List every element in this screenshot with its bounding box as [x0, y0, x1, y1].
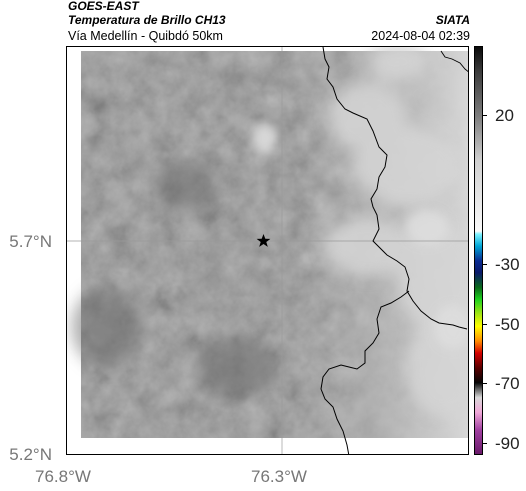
boundary-line	[440, 50, 468, 72]
location-star-marker[interactable]	[256, 234, 271, 247]
map-panel[interactable]	[66, 46, 469, 455]
timestamp: 2024-08-04 02:39	[371, 29, 470, 43]
map-canvas	[67, 47, 468, 454]
colorbar-tick-label: 20	[495, 105, 514, 125]
satellite-source: GOES-EAST	[68, 0, 139, 13]
longitude-label-right: 76.3°W	[251, 467, 307, 486]
colorbar-tick-label: -30	[495, 254, 520, 274]
product-title: Temperatura de Brillo CH13	[68, 13, 226, 27]
colorbar-tick	[483, 263, 487, 265]
colorbar-tick	[483, 323, 487, 325]
satellite-imagery	[72, 47, 468, 438]
longitude-label-left: 76.8°W	[35, 467, 91, 486]
boundary-line	[322, 47, 468, 330]
latitude-label-upper: 5.7°N	[9, 232, 52, 251]
colorbar-tick-label: -50	[495, 314, 520, 334]
colorbar-tick-label: -70	[495, 374, 520, 394]
colorbar-tick	[483, 114, 487, 116]
colorbar-tick	[483, 383, 487, 385]
colorbar-tick-label: -90	[495, 434, 520, 454]
boundary-line	[320, 290, 410, 454]
organization-label: SIATA	[435, 13, 470, 27]
colorbar-tick	[483, 443, 487, 445]
latitude-label-lower: 5.2°N	[9, 445, 52, 464]
temperature-colorbar	[474, 46, 483, 455]
region-label: Vía Medellín - Quibdó 50km	[68, 29, 223, 43]
